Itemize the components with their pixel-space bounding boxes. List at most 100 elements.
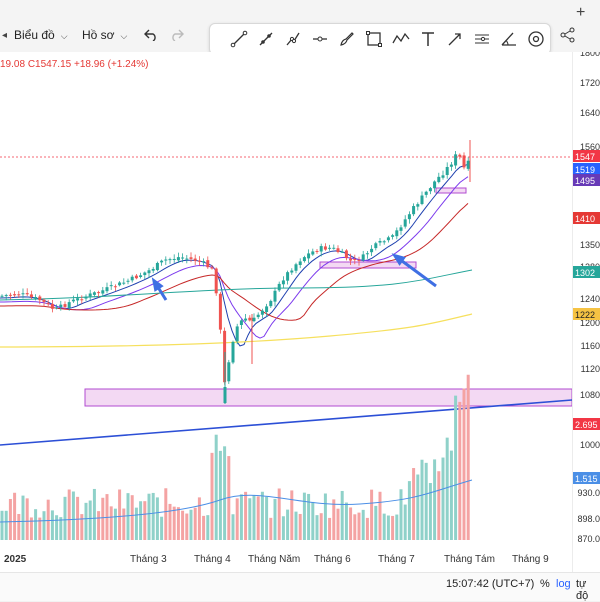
chevron-left-icon[interactable]: ◂ [2, 30, 8, 41]
volume-bar [340, 490, 344, 540]
volume-bar [344, 502, 348, 540]
volume-bar [311, 501, 315, 540]
candle-body [332, 247, 336, 249]
volume-bar [412, 468, 416, 540]
candle-body [181, 257, 185, 259]
time-axis[interactable]: 2025 Tháng 3 Tháng 4 Tháng Năm Tháng 6 Tháng … [0, 551, 600, 573]
ma-yellow-line [0, 313, 473, 348]
price-tick-label: 1350 [580, 240, 600, 250]
angle-icon[interactable] [496, 26, 522, 52]
price-tick-label: 1160 [581, 341, 600, 351]
candle-body [55, 307, 59, 309]
price-tick-label: 1080 [580, 390, 600, 400]
parallel-channel-icon[interactable] [469, 26, 495, 52]
chart-canvas[interactable] [0, 52, 600, 572]
candle-body [172, 258, 176, 260]
candle-body [206, 260, 210, 268]
support-zone-rect [84, 388, 573, 407]
trendline-icon[interactable] [226, 26, 252, 52]
price-axis[interactable]: 1800172016401560148013501280124012001160… [572, 52, 600, 572]
horizontal-line-icon[interactable] [307, 26, 333, 52]
time-axis-bar [0, 572, 600, 601]
volume-bar [76, 496, 80, 540]
log-scale-toggle[interactable]: log [556, 578, 571, 590]
candle-body [113, 286, 117, 288]
volume-bar [449, 450, 453, 540]
candle-body [168, 259, 172, 261]
volume-bar [97, 511, 101, 540]
candle-body [248, 317, 252, 321]
candle-body [382, 241, 386, 243]
candle-body [29, 294, 33, 298]
volume-bar [206, 515, 210, 540]
auto-scale-toggle[interactable]: tự độ [576, 578, 589, 602]
brush-icon[interactable] [334, 26, 360, 52]
volume-bar [46, 499, 50, 540]
chart-menu[interactable]: Biểu đồ ⌵ [14, 28, 68, 42]
volume-bar [407, 481, 411, 540]
candle-body [46, 303, 50, 305]
long-trendline [0, 399, 573, 446]
forward-icon[interactable] [164, 22, 190, 48]
candle-body [424, 191, 428, 195]
price-badge-label: 1.515 [575, 474, 598, 484]
candle-body [50, 303, 54, 309]
volume-bar [391, 515, 395, 540]
share-icon[interactable] [555, 22, 581, 48]
candle-body [139, 275, 143, 278]
percent-scale-toggle[interactable]: % [540, 578, 550, 590]
legend-close-prefix: C [27, 59, 36, 70]
volume-bar [445, 437, 449, 540]
volume-bar [88, 500, 92, 540]
candle-body [378, 240, 382, 243]
volume-bar [227, 456, 231, 540]
volume-bar [67, 489, 71, 540]
candle-body [244, 318, 248, 321]
annotation-arrow [151, 277, 168, 301]
path-icon[interactable] [280, 26, 306, 52]
volume-bar [101, 497, 105, 540]
back-icon[interactable] [138, 22, 164, 48]
price-badge-label: 1302 [575, 268, 595, 278]
candle-body [445, 167, 449, 175]
price-tick-label: 898.0 [577, 514, 600, 524]
plus-icon[interactable]: + [576, 4, 586, 21]
chart-menu-label: Biểu đồ [14, 28, 55, 42]
volume-bar [437, 471, 441, 540]
candle-body [260, 310, 264, 315]
arrow-draw-icon[interactable] [442, 26, 468, 52]
volume-bar [109, 506, 113, 540]
candle-body [441, 175, 445, 178]
ohlc-legend: 19.08 C1547.15 +18.96 (+1.24%) [0, 59, 149, 70]
time-axis-label: Tháng 9 [512, 554, 549, 565]
volume-bar [38, 517, 42, 540]
volume-bar [168, 503, 172, 540]
volume-bar [92, 488, 96, 540]
candle-body [239, 320, 243, 326]
volume-bar [441, 457, 445, 540]
rectangle-icon[interactable] [361, 26, 387, 52]
volume-bar [244, 491, 248, 540]
volume-bar [193, 507, 197, 540]
candle-body [235, 326, 239, 342]
candle-body [340, 251, 344, 253]
profile-menu[interactable]: Hồ sơ ⌵ [82, 28, 127, 42]
zigzag-icon[interactable] [388, 26, 414, 52]
candle-body [88, 293, 92, 297]
ray-icon[interactable] [253, 26, 279, 52]
candle-body [349, 258, 353, 261]
ma-fast-line [0, 163, 469, 347]
volume-bar [357, 512, 361, 540]
price-badge-label: 1547 [575, 152, 595, 162]
legend-close: 1547.15 [35, 59, 72, 70]
candle-body [21, 293, 25, 295]
text-icon[interactable] [415, 26, 441, 52]
volume-bar [84, 502, 88, 540]
target-icon[interactable] [523, 26, 549, 52]
candle-body [80, 299, 84, 301]
candle-body [164, 259, 168, 261]
volume-bar [185, 513, 189, 540]
candle-body [214, 268, 218, 294]
arrow-head [391, 253, 406, 266]
candle-body [4, 295, 8, 297]
